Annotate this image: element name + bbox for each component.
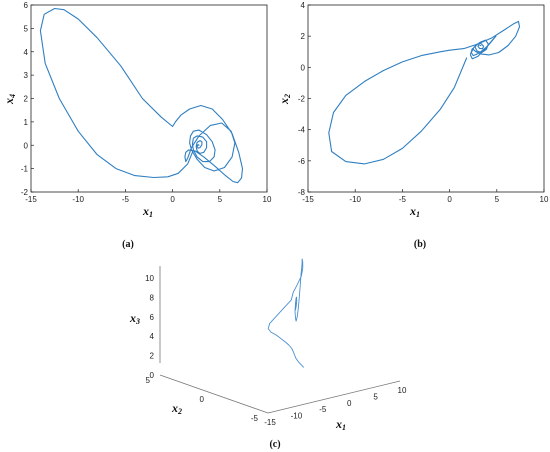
x-tick-label-a: -10 — [72, 195, 84, 204]
x-axis-label-a-sub: 1 — [149, 210, 153, 219]
z-tick-label-c: 2 — [150, 352, 155, 361]
y-tick-label-a: 0 — [24, 141, 29, 150]
x-axis-label-c-sub: 1 — [342, 423, 346, 432]
y-tick-label-b: 4 — [301, 1, 306, 10]
y-ticks-a: -2 -1 0 1 2 3 4 5 6 — [21, 1, 34, 197]
plot-frame-a — [30, 4, 268, 193]
x-ticks-a: -15 -10 -5 0 5 10 — [25, 189, 272, 204]
y-tick-label-a: -2 — [21, 188, 29, 197]
trajectory-a — [39, 7, 244, 184]
z-axis-label-c-base: x — [129, 311, 136, 325]
y-axis-line-c — [159, 374, 269, 414]
x-tick-label-a: 10 — [263, 195, 272, 204]
y-tick-label-b: -8 — [298, 188, 306, 197]
y-tick-label-a: 4 — [24, 48, 29, 57]
y-tick-label-a: 6 — [24, 1, 29, 10]
z-tick-label-c: 10 — [145, 274, 154, 283]
z-tick-label-c: 8 — [150, 293, 155, 302]
x-ticks-c: -15 -10 -5 0 5 10 — [264, 386, 407, 427]
z-ticks-c: 0 2 4 6 8 10 — [145, 274, 154, 380]
y-tick-label-b: 0 — [301, 63, 306, 72]
x-ticks-b: -15 -10 -5 0 5 10 — [302, 189, 549, 204]
x-tick-label-c: 10 — [398, 386, 407, 395]
y-axis-label-c-sub: 2 — [177, 407, 182, 416]
y-axis-label-a: x4 — [2, 94, 17, 105]
x-axis-line-c — [267, 380, 401, 414]
y-tick-label-c: 5 — [146, 376, 151, 385]
panel-label-b: (b) — [414, 239, 426, 250]
z-axis-label-c: x3 — [129, 311, 140, 326]
y-tick-label-a: -1 — [21, 165, 29, 174]
panel-label-c: (c) — [269, 439, 280, 450]
x-tick-label-b: -10 — [349, 195, 361, 204]
x-axis-label-b: x1 — [409, 204, 420, 219]
x-axis-label-c: x1 — [335, 417, 346, 432]
y-ticks-c: -5 0 5 — [146, 376, 259, 423]
x-tick-label-c: 5 — [373, 392, 378, 401]
z-tick-label-c: 0 — [150, 371, 155, 380]
x-tick-label-a: 0 — [170, 195, 175, 204]
x-tick-label-c: 0 — [347, 399, 352, 408]
x-tick-label-b: -5 — [399, 195, 407, 204]
trajectory-b — [328, 20, 521, 165]
y-axis-label-a-base: x — [2, 98, 16, 105]
x-axis-label-c-base: x — [335, 417, 342, 431]
x-tick-label-b: 10 — [540, 195, 549, 204]
z-tick-label-c: 6 — [150, 313, 155, 322]
x-tick-label-c: -15 — [264, 418, 276, 427]
y-axis-label-b: x2 — [277, 94, 292, 105]
y-axis-label-a-sub: 4 — [8, 94, 17, 99]
x-axis-label-a-base: x — [142, 204, 149, 218]
x-tick-label-a: -15 — [25, 195, 37, 204]
x-tick-label-b: 5 — [495, 195, 500, 204]
y-axis-label-c: x2 — [171, 401, 182, 416]
y-tick-label-c: -5 — [251, 414, 259, 423]
x-tick-label-a: -5 — [122, 195, 130, 204]
y-axis-label-b-sub: 2 — [283, 94, 292, 99]
x-tick-label-b: -15 — [302, 195, 314, 204]
y-axis-label-b-base: x — [277, 98, 291, 105]
y-tick-label-b: -4 — [298, 126, 306, 135]
z-tick-label-c: 4 — [150, 332, 155, 341]
y-tick-label-b: -6 — [298, 157, 306, 166]
x-axis-label-b-sub: 1 — [416, 210, 420, 219]
panel-label-a: (a) — [122, 239, 134, 250]
x-axis-label-a: x1 — [142, 204, 153, 219]
y-ticks-b: -8 -6 -4 -2 0 2 4 — [298, 1, 311, 197]
y-tick-label-a: 2 — [24, 95, 29, 104]
y-tick-label-a: 5 — [24, 24, 29, 33]
y-tick-label-b: -2 — [298, 95, 306, 104]
x-tick-label-a: 5 — [218, 195, 223, 204]
z-axis-label-c-sub: 3 — [135, 317, 140, 326]
x-tick-label-c: -10 — [291, 412, 303, 421]
y-axis-label-c-base: x — [171, 401, 178, 415]
y-tick-label-b: 2 — [301, 32, 306, 41]
x-axis-label-b-base: x — [409, 204, 416, 218]
y-tick-label-a: 3 — [24, 71, 29, 80]
x-tick-label-c: -5 — [319, 405, 327, 414]
y-tick-label-a: 1 — [24, 118, 29, 127]
y-tick-label-c: 0 — [200, 395, 205, 404]
trajectory-c — [267, 258, 305, 368]
x-tick-label-b: 0 — [447, 195, 452, 204]
